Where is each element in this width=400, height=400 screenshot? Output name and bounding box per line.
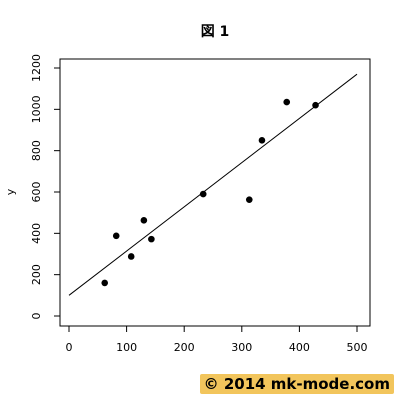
data-point (258, 137, 266, 144)
y-tick-label: 0 (30, 313, 43, 320)
copyright-watermark: © 2014 mk-mode.com (199, 374, 394, 394)
x-axis: 0 100 200 300 400 500 (66, 325, 368, 354)
y-tick-label: 800 (30, 140, 43, 161)
regression-line (68, 73, 358, 296)
data-point (112, 232, 120, 240)
regression-line-group (68, 73, 358, 296)
x-tick-label: 200 (174, 341, 195, 354)
y-tick-label: 1200 (30, 54, 43, 82)
data-point (283, 98, 291, 106)
data-points (101, 98, 319, 287)
x-tick-label: 300 (231, 341, 252, 354)
y-tick-label: 600 (30, 182, 43, 203)
y-axis: 0 200 400 600 800 1000 1200 (30, 54, 61, 320)
data-point (127, 253, 135, 260)
y-tick-label: 1000 (30, 95, 43, 123)
data-point (312, 101, 319, 109)
y-axis-title: y (4, 188, 17, 195)
data-point (140, 217, 148, 224)
x-tick-label: 0 (66, 341, 73, 354)
data-point (101, 279, 109, 287)
plot-area-frame (59, 58, 371, 327)
x-tick-label: 500 (347, 341, 368, 354)
data-point (148, 235, 155, 243)
y-tick-label: 200 (30, 264, 43, 285)
data-point (245, 196, 253, 203)
x-tick-label: 400 (289, 341, 310, 354)
chart-title: 図 1 (201, 24, 230, 40)
x-tick-label: 100 (116, 341, 137, 354)
y-tick-label: 400 (30, 223, 43, 244)
data-point (199, 190, 207, 198)
